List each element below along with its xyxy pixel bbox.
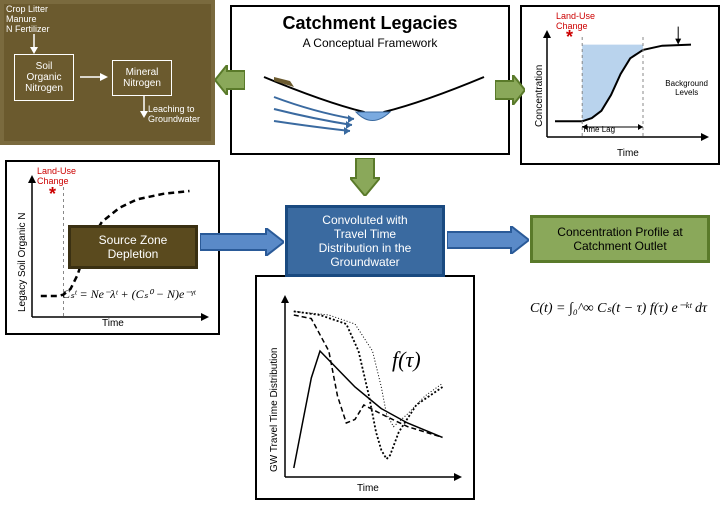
time-lag-label: Time Lag — [582, 125, 615, 134]
title-block: Catchment Legacies A Conceptual Framewor… — [232, 13, 508, 50]
concentration-profile-box: Concentration Profile at Catchment Outle… — [530, 215, 710, 263]
ftau-formula: f(τ) — [392, 347, 421, 373]
soil-nitrogen-panel: Crop Litter Manure N Fertilizer Soil Org… — [0, 0, 215, 145]
yaxis-label: Legacy Soil Organic N — [17, 213, 28, 313]
concentration-profile-label: Concentration Profile at Catchment Outle… — [557, 225, 682, 253]
source-zone-box: Source Zone Depletion — [68, 225, 198, 269]
title-panel: Catchment Legacies A Conceptual Framewor… — [230, 5, 510, 155]
blue-arrow-right-icon — [200, 228, 284, 256]
leaching-label: Leaching to Groundwater — [148, 104, 200, 124]
xaxis-label: Time — [102, 318, 124, 329]
down-arrow-icon — [28, 34, 40, 54]
land-use-change-label: Land-Use Change — [37, 166, 76, 186]
source-zone-label: Source Zone Depletion — [99, 233, 168, 261]
background-levels-label: Background Levels — [665, 79, 708, 97]
convolution-box: Convoluted with Travel Time Distribution… — [285, 205, 445, 277]
xaxis-label: Time — [357, 483, 379, 494]
soil-inputs-label: Crop Litter Manure N Fertilizer — [6, 4, 50, 34]
concentration-chart-panel: Land-Use Change * Concentration Time Bac… — [520, 5, 720, 165]
soil-organic-n-box: Soil Organic Nitrogen — [14, 54, 74, 101]
convolution-label: Convoluted with Travel Time Distribution… — [319, 213, 412, 269]
land-use-change-label: Land-Use Change — [556, 11, 595, 31]
yaxis-label: GW Travel Time Distribution — [269, 348, 280, 472]
travel-time-chart — [257, 277, 473, 498]
mineral-n-box: Mineral Nitrogen — [112, 60, 172, 96]
yaxis-label: Concentration — [534, 65, 545, 127]
title-sub: A Conceptual Framework — [232, 36, 508, 50]
xaxis-label: Time — [617, 148, 639, 159]
green-arrow-left-icon — [215, 65, 245, 95]
asterisk-icon: * — [49, 184, 56, 205]
blue-arrow-right-icon — [447, 226, 529, 254]
source-formula: Cₛᵗ = Ne⁻λᵗ + (Cₛ⁰ − N)e⁻ᵞᵗ — [62, 287, 195, 302]
outlet-formula: C(t) = ∫₀^∞ Cₛ(t − τ) f(τ) e⁻ᵏᵗ dτ — [530, 300, 707, 317]
asterisk-icon: * — [566, 27, 573, 48]
title-main: Catchment Legacies — [232, 13, 508, 34]
travel-time-chart-panel: GW Travel Time Distribution Time f(τ) — [255, 275, 475, 500]
green-arrow-down-icon — [350, 158, 380, 196]
green-arrow-right-icon — [495, 75, 525, 105]
right-arrow-icon — [80, 72, 108, 82]
stream-cross-section-icon — [234, 57, 510, 157]
